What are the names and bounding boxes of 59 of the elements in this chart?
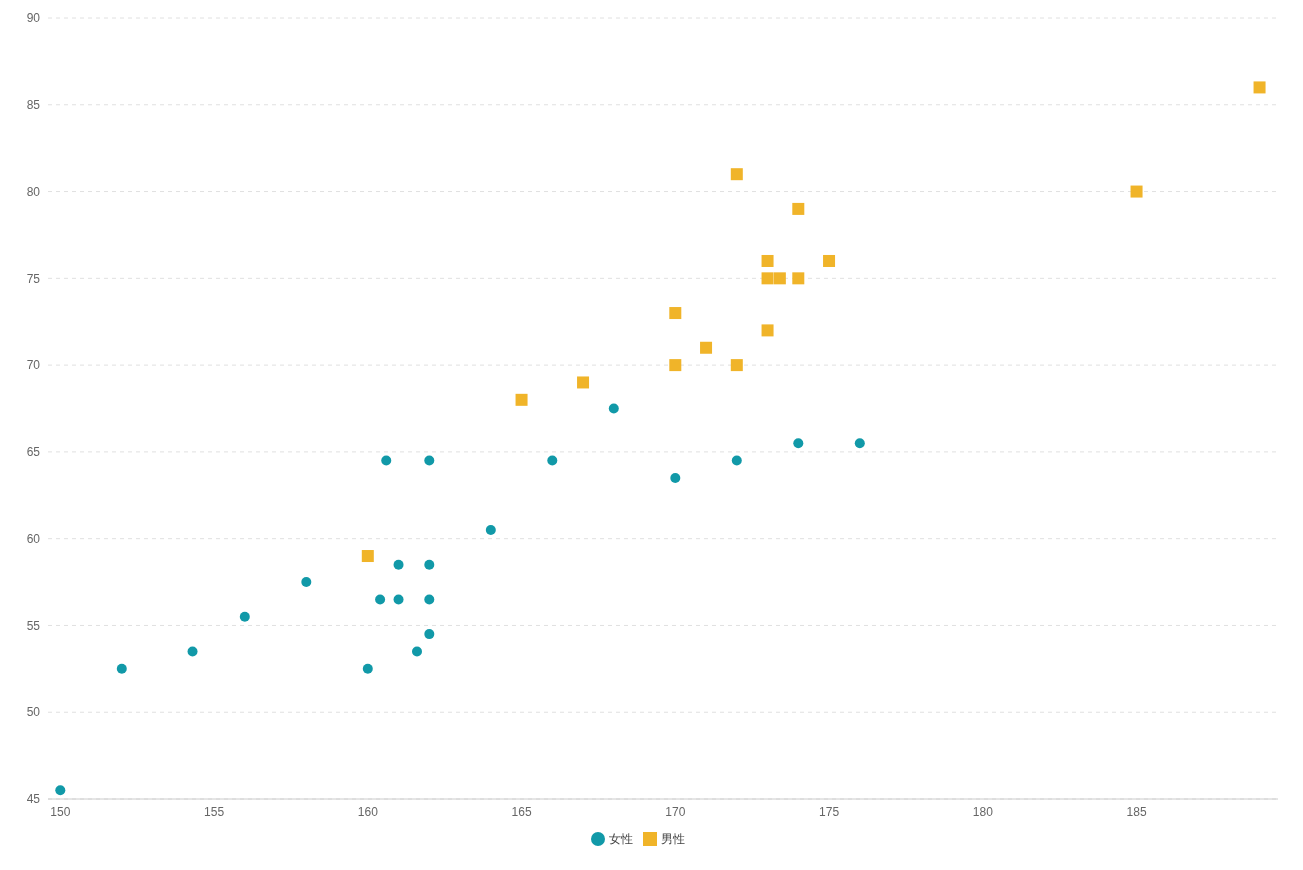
- point: [761, 324, 774, 337]
- point: [361, 550, 374, 563]
- point: [669, 307, 682, 320]
- y-tick-label: 60: [26, 531, 41, 546]
- point: [362, 663, 373, 674]
- point: [375, 594, 386, 605]
- x-tick-label: 165: [511, 804, 532, 819]
- x-tick-label: 150: [50, 804, 71, 819]
- x-tick-label: 180: [972, 804, 994, 819]
- point: [730, 168, 743, 181]
- point: [485, 524, 496, 535]
- point: [773, 272, 786, 285]
- point: [424, 594, 435, 605]
- point: [670, 472, 681, 483]
- point: [608, 403, 619, 414]
- point: [393, 559, 404, 570]
- y-tick-label: 85: [26, 98, 41, 113]
- point: [1130, 185, 1143, 198]
- y-tick-label: 45: [26, 792, 41, 807]
- point: [116, 663, 127, 674]
- point: [424, 629, 435, 640]
- x-tick-label: 155: [204, 804, 225, 819]
- point: [301, 577, 312, 588]
- point: [55, 785, 66, 796]
- point: [412, 646, 422, 657]
- y-tick-label: 90: [26, 11, 41, 26]
- point: [761, 254, 774, 267]
- point: [393, 594, 404, 605]
- y-tick-label: 70: [26, 358, 41, 373]
- point: [792, 272, 805, 285]
- y-tick-label: 80: [26, 184, 41, 199]
- point: [669, 359, 682, 372]
- point: [424, 559, 435, 570]
- point: [793, 438, 804, 449]
- legend-label: 女性: [609, 832, 633, 846]
- point: [792, 202, 805, 215]
- y-tick-label: 50: [26, 705, 41, 720]
- legend-label: 男性: [661, 832, 685, 846]
- point: [730, 359, 743, 372]
- point: [547, 455, 558, 466]
- point: [424, 455, 435, 466]
- y-tick-label: 65: [26, 445, 41, 460]
- point: [854, 438, 865, 449]
- point: [381, 455, 392, 466]
- point: [731, 455, 742, 466]
- point: [761, 272, 774, 285]
- x-tick-label: 175: [819, 804, 840, 819]
- point: [577, 376, 590, 389]
- point: [700, 341, 713, 354]
- point: [187, 646, 198, 657]
- x-tick-label: 185: [1126, 804, 1147, 819]
- x-tick-label: 160: [357, 804, 379, 819]
- point: [823, 254, 836, 267]
- x-tick-label: 170: [665, 804, 686, 819]
- point: [1253, 81, 1266, 94]
- point: [239, 611, 250, 622]
- point: [515, 393, 528, 406]
- y-tick-label: 75: [26, 271, 41, 286]
- y-tick-label: 55: [26, 618, 41, 633]
